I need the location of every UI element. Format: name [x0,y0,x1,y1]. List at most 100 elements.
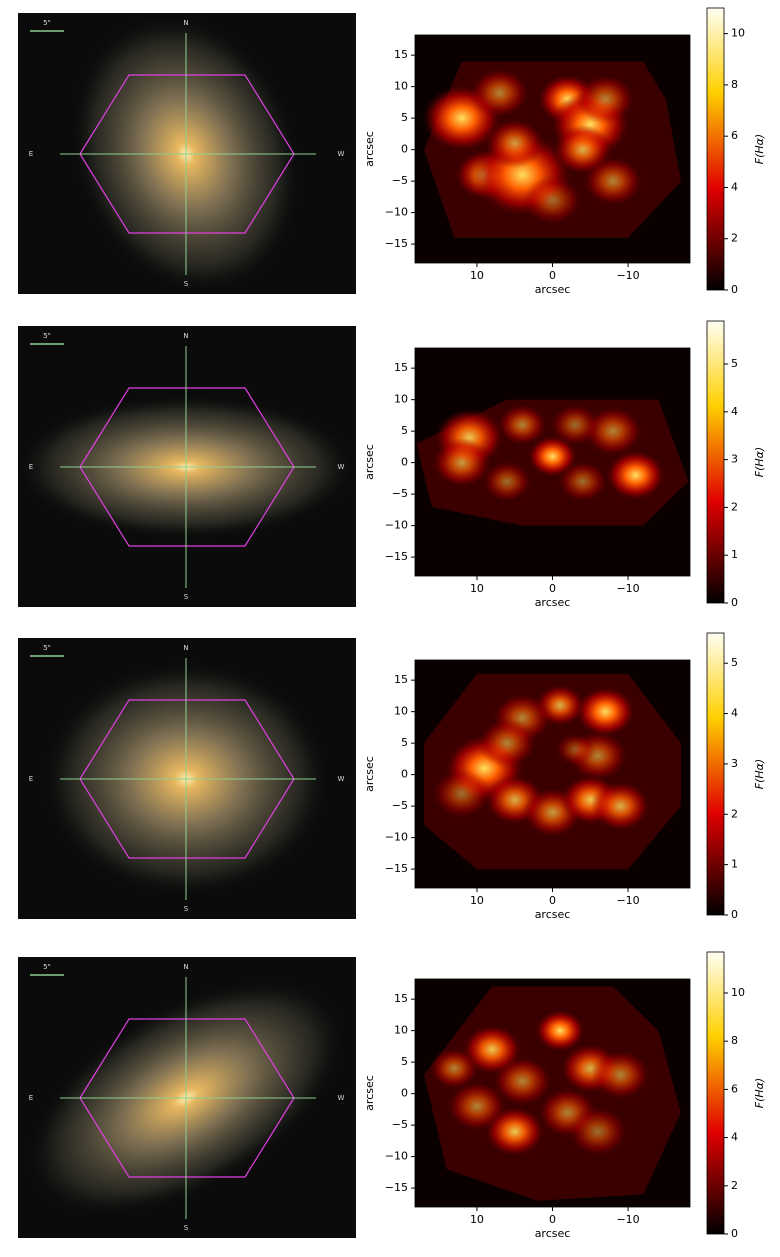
x-axis-label: arcsec [535,596,571,609]
emission-knot [447,1081,507,1131]
heatmap [415,348,690,576]
y-tick-label: 0 [401,143,408,156]
y-tick-label: 5 [401,1055,408,1068]
scale-label: 5" [43,19,51,27]
y-axis-label: arcsec [363,1075,376,1111]
x-tick-label: 0 [549,894,556,907]
y-tick-label: 10 [394,705,408,718]
colorbar-tick-label: 8 [731,1034,738,1047]
emission-knot [528,435,577,477]
y-tick-label: −15 [385,237,408,250]
x-axis-label: arcsec [535,283,571,296]
east-label: E [29,1094,33,1102]
heatmap [415,979,690,1207]
colorbar-tick-label: 0 [731,908,738,921]
west-label: W [338,150,345,158]
x-axis-label: arcsec [535,1227,571,1240]
x-axis-label: arcsec [535,908,571,921]
x-tick-label: −10 [616,582,639,595]
y-tick-label: 15 [394,992,408,1005]
galaxy-image: 5" N S E W [17,326,356,607]
y-tick-label: −15 [385,1181,408,1194]
emission-knot [477,718,537,768]
colorbar-tick-label: 4 [731,1131,738,1144]
y-tick-label: 10 [394,393,408,406]
y-tick-label: −5 [392,487,408,500]
south-label: S [184,280,189,288]
emission-knot [550,404,600,446]
colorbar [706,632,725,916]
north-label: N [183,644,188,652]
y-axis-label: arcsec [363,131,376,167]
scale-label: 5" [43,644,51,652]
emission-knot [591,1050,650,1100]
colorbar-tick-label: 0 [731,1227,738,1240]
y-tick-label: −15 [385,550,408,563]
x-tick-label: 0 [549,269,556,282]
y-tick-label: 0 [401,768,408,781]
colorbar [706,320,725,604]
colorbar-tick-label: 6 [731,1082,738,1095]
colorbar-tick-label: 3 [731,757,738,770]
emission-knot [583,156,643,206]
emission-knot [535,1010,585,1052]
emission-knot [497,404,547,446]
emission-knot [493,1056,552,1106]
colorbar-tick-label: 10 [731,986,745,999]
colorbar-tick-label: 0 [731,596,738,609]
y-tick-label: −10 [385,1150,408,1163]
y-tick-label: 15 [394,673,408,686]
south-label: S [184,905,189,913]
y-tick-label: 15 [394,48,408,61]
colorbar-tick-label: 2 [731,232,738,245]
colorbar-label: F(Hα) [753,1078,766,1108]
x-tick-label: 10 [470,894,484,907]
y-tick-label: −5 [392,174,408,187]
east-label: E [29,150,33,158]
emission-knot [558,461,608,502]
south-label: S [184,593,189,601]
emission-knot [432,768,492,819]
east-label: E [29,775,33,783]
emission-knot [432,438,492,488]
galaxy-image: 5" N S E W [18,957,356,1238]
colorbar-tick-label: 4 [731,180,738,193]
y-tick-label: 15 [394,361,408,374]
north-label: N [183,332,188,340]
colorbar-label: F(Hα) [753,447,766,477]
colorbar-tick-label: 5 [731,357,738,370]
colorbar-tick-label: 10 [731,27,745,40]
heatmap [415,35,690,263]
x-tick-label: 0 [549,1213,556,1226]
emission-knot [429,1047,479,1089]
emission-knot [482,461,532,502]
west-label: W [338,463,345,471]
colorbar-tick-label: 0 [731,283,738,296]
scale-label: 5" [43,332,51,340]
x-tick-label: −10 [616,269,639,282]
colorbar-tick-label: 2 [731,500,738,513]
colorbar-tick-label: 6 [731,129,738,142]
west-label: W [338,1094,345,1102]
colorbar-tick-label: 8 [731,78,738,91]
colorbar-tick-label: 4 [731,405,738,418]
y-axis-label: arcsec [363,756,376,792]
x-tick-label: −10 [616,1213,639,1226]
y-tick-label: 5 [401,736,408,749]
emission-knot [568,1106,628,1156]
emission-knot [576,687,635,737]
y-tick-label: 10 [394,1024,408,1037]
emission-knot [485,118,544,168]
emission-knot [523,175,582,225]
south-label: S [184,1224,189,1232]
y-tick-label: 0 [401,456,408,469]
colorbar-tick-label: 3 [731,453,738,466]
y-tick-label: −5 [392,1118,408,1131]
colorbar-tick-label: 4 [731,707,738,720]
galaxy-image: 5" N S E W [18,638,356,919]
emission-knot [576,74,635,124]
y-tick-label: −10 [385,206,408,219]
colorbar [706,7,725,291]
y-tick-label: −10 [385,831,408,844]
